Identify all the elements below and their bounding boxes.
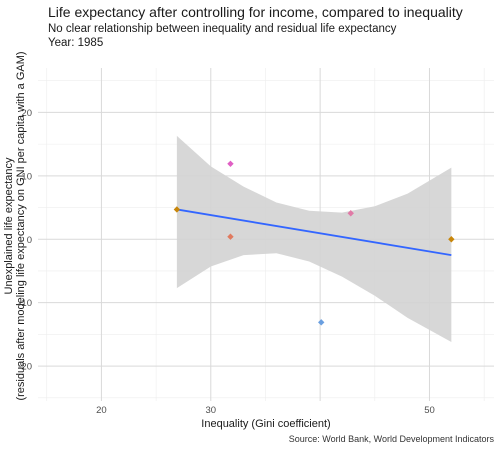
x-tick-label: 30: [205, 405, 216, 416]
chart-title: Life expectancy after controlling for in…: [48, 4, 463, 20]
data-point: [227, 233, 234, 240]
confidence-band: [176, 135, 452, 343]
y-axis-title: Unexplained life expectancy (residuals a…: [3, 51, 27, 400]
data-points: [173, 160, 455, 326]
data-point: [448, 236, 455, 243]
x-axis-title: Inequality (Gini coefficient): [201, 418, 330, 430]
y-tick-label: -20: [18, 362, 32, 373]
subtitle-line: No clear relationship between inequality…: [48, 23, 397, 35]
data-point: [347, 210, 354, 217]
source-caption: Source: World Bank, World Development In…: [288, 434, 494, 444]
chart-subtitle: No clear relationship between inequality…: [48, 22, 396, 50]
x-tick-labels: 20 30 50: [96, 405, 435, 416]
y-tick-label: 20: [21, 108, 32, 119]
data-point: [173, 206, 181, 213]
y-tick-labels: -20 -10 0 10 20: [18, 108, 32, 373]
subtitle-year: Year: 1985: [48, 37, 104, 49]
y-tick-label: 0: [27, 235, 32, 246]
y-axis-title-line1: Unexplained life expectancy: [3, 157, 15, 294]
data-point: [318, 319, 325, 326]
y-tick-label: 10: [21, 171, 32, 182]
data-point: [227, 160, 234, 167]
x-tick-label: 20: [96, 405, 107, 416]
y-tick-label: -10: [18, 298, 32, 309]
y-axis-title-line2: (residuals after modeling life expectanc…: [15, 51, 27, 400]
x-tick-label: 50: [424, 405, 435, 416]
trend-line: [176, 208, 452, 257]
